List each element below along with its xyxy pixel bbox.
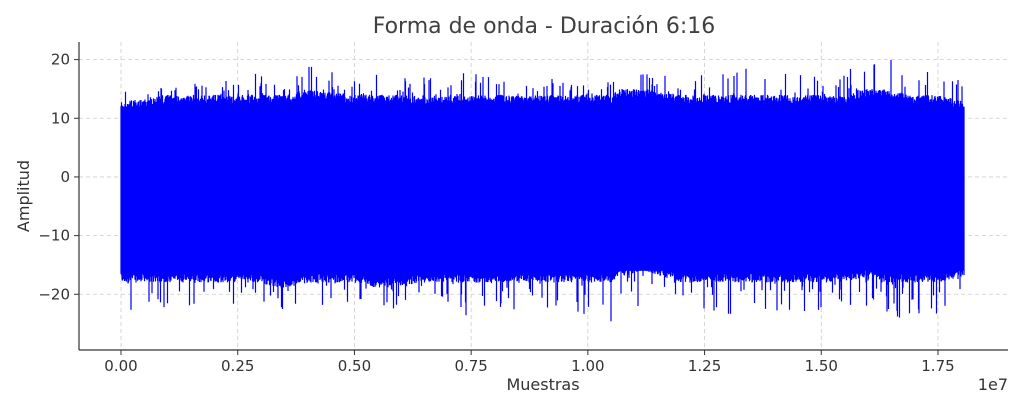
y-tick-label-3: 10	[51, 109, 70, 127]
y-tick-label-0: −20	[38, 285, 70, 303]
y-tick-label-4: 20	[51, 51, 70, 69]
y-tick-label-1: −10	[38, 227, 70, 245]
y-tick-label-2: 0	[60, 168, 70, 186]
x-tick-label-4: 1.00	[571, 357, 604, 375]
x-tick-label-0: 0.00	[104, 357, 137, 375]
chart-title: Forma de onda - Duración 6:16	[373, 14, 716, 39]
x-tick-label-6: 1.50	[805, 357, 838, 375]
x-tick-label-1: 0.25	[221, 357, 254, 375]
x-tick-label-2: 0.50	[338, 357, 371, 375]
x-axis-offset-label: 1e7	[978, 375, 1008, 394]
y-axis-label: Amplitud	[14, 160, 33, 232]
x-tick-label-5: 1.25	[688, 357, 721, 375]
series-line	[120, 60, 965, 322]
series-amplitude	[120, 60, 965, 322]
x-axis-label: Muestras	[506, 375, 579, 394]
x-tick-label-3: 0.75	[454, 357, 487, 375]
x-tick-label-7: 1.75	[921, 357, 954, 375]
axes: 0.00 0.25 0.50 0.75 1.00 1.25 1.50 1.75 −20 −10 0 1…	[38, 42, 1008, 375]
